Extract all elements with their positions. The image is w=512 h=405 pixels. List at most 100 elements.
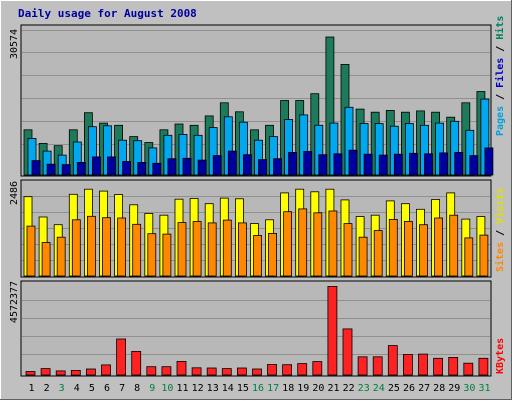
bar-sites-day-16 [253, 235, 262, 277]
day-label: 4 [74, 383, 80, 394]
bar-kbytes-day-19 [297, 363, 308, 376]
bar-pages-day-23 [363, 153, 373, 176]
bar-sites-day-28 [434, 217, 444, 277]
bar-sites-day-8 [132, 223, 142, 277]
legend-top: Pages / Files / Hits [494, 16, 506, 136]
day-label: 6 [104, 383, 110, 394]
bar-pages-day-15 [242, 154, 252, 176]
legend-pages: Pages [495, 106, 506, 136]
bar-kbytes-day-23 [357, 356, 368, 376]
day-label: 24 [373, 383, 385, 394]
day-label: 27 [418, 383, 430, 394]
bar-sites-day-5 [87, 215, 96, 277]
bar-pages-day-10 [167, 158, 177, 176]
legend-visits: Visits [494, 188, 506, 224]
day-label: 14 [222, 383, 234, 394]
bar-sites-day-21 [328, 210, 338, 277]
bar-pages-day-5 [92, 156, 101, 176]
bar-kbytes-day-3 [55, 370, 66, 376]
bar-pages-day-18 [288, 151, 298, 176]
bar-sites-day-10 [162, 233, 172, 277]
bar-kbytes-day-17 [267, 364, 277, 376]
day-label: 30 [463, 383, 475, 394]
day-label: 17 [267, 383, 279, 394]
day-label: 9 [149, 383, 155, 394]
legend-separator: / [495, 88, 506, 106]
bar-pages-day-9 [152, 162, 162, 176]
chart-title: Daily usage for August 2008 [18, 7, 197, 20]
bar-kbytes-day-28 [433, 357, 444, 376]
bar-kbytes-day-4 [70, 369, 81, 376]
bar-kbytes-day-31 [478, 357, 489, 376]
bar-kbytes-day-18 [282, 364, 293, 376]
bar-pages-day-21 [333, 153, 343, 176]
bar-sites-day-20 [313, 212, 323, 277]
bar-pages-day-27 [424, 153, 433, 176]
day-label: 31 [478, 383, 490, 394]
bar-kbytes-day-13 [206, 367, 217, 376]
bar-sites-day-23 [358, 236, 368, 277]
bar-sites-day-2 [41, 242, 51, 277]
bar-kbytes-day-27 [418, 353, 428, 376]
bar-sites-day-12 [192, 221, 202, 277]
day-label: 21 [327, 383, 339, 394]
bar-sites-day-27 [419, 224, 428, 277]
bar-pages-day-6 [107, 156, 116, 176]
bar-sites-day-13 [207, 222, 217, 277]
bar-sites-day-25 [388, 218, 398, 277]
day-label: 28 [433, 383, 445, 394]
bar-kbytes-day-6 [101, 364, 111, 376]
bar-pages-day-20 [318, 154, 328, 176]
bar-pages-day-3 [61, 164, 71, 176]
bar-sites-day-9 [147, 233, 157, 277]
bar-pages-day-13 [212, 155, 222, 176]
bar-sites-day-18 [283, 211, 293, 277]
bar-kbytes-day-10 [161, 366, 172, 376]
bar-sites-day-30 [464, 237, 474, 277]
day-label: 22 [343, 383, 355, 394]
bar-pages-day-29 [454, 151, 464, 176]
day-label: 15 [237, 383, 249, 394]
bar-sites-day-14 [222, 219, 232, 277]
bar-kbytes-day-11 [176, 360, 187, 376]
day-label: 2 [44, 383, 50, 394]
day-label: 1 [28, 383, 34, 394]
bar-sites-day-15 [237, 222, 247, 277]
bar-kbytes-day-14 [221, 368, 232, 376]
bar-sites-day-7 [117, 217, 126, 277]
day-label: 19 [297, 383, 309, 394]
bar-kbytes-day-1 [25, 371, 36, 376]
bar-kbytes-day-21 [327, 285, 338, 376]
day-label: 29 [448, 383, 460, 394]
top-axis-max-label: 30574 [9, 29, 20, 59]
bar-kbytes-day-5 [86, 368, 96, 376]
legend-separator: / [495, 224, 506, 242]
bar-kbytes-day-26 [402, 354, 413, 376]
bar-kbytes-day-24 [372, 356, 383, 376]
legend-files: Files [494, 58, 506, 88]
bar-marks [23, 36, 494, 376]
bar-pages-day-17 [273, 158, 282, 176]
day-label: 7 [119, 383, 125, 394]
day-label: 25 [388, 383, 400, 394]
legend-hits: Hits [494, 16, 506, 40]
bar-sites-day-26 [403, 221, 413, 277]
day-label: 16 [252, 383, 264, 394]
middle-axis-max-label: 2486 [9, 181, 20, 205]
bar-sites-day-31 [479, 234, 489, 277]
bar-pages-day-1 [31, 160, 41, 176]
legend-sites: Sites [494, 242, 506, 272]
day-label: 12 [192, 383, 204, 394]
day-label: 26 [403, 383, 415, 394]
bar-kbytes-day-15 [236, 367, 247, 376]
bar-pages-day-19 [303, 151, 313, 176]
bar-pages-day-2 [46, 163, 56, 176]
bar-kbytes-day-8 [131, 350, 142, 376]
bar-sites-day-4 [71, 219, 81, 277]
legend-middle: Sites / Visits [494, 188, 506, 272]
bar-sites-day-1 [26, 225, 36, 277]
day-label: 20 [312, 383, 324, 394]
bar-sites-day-6 [102, 217, 111, 277]
bar-kbytes-day-16 [252, 368, 262, 376]
